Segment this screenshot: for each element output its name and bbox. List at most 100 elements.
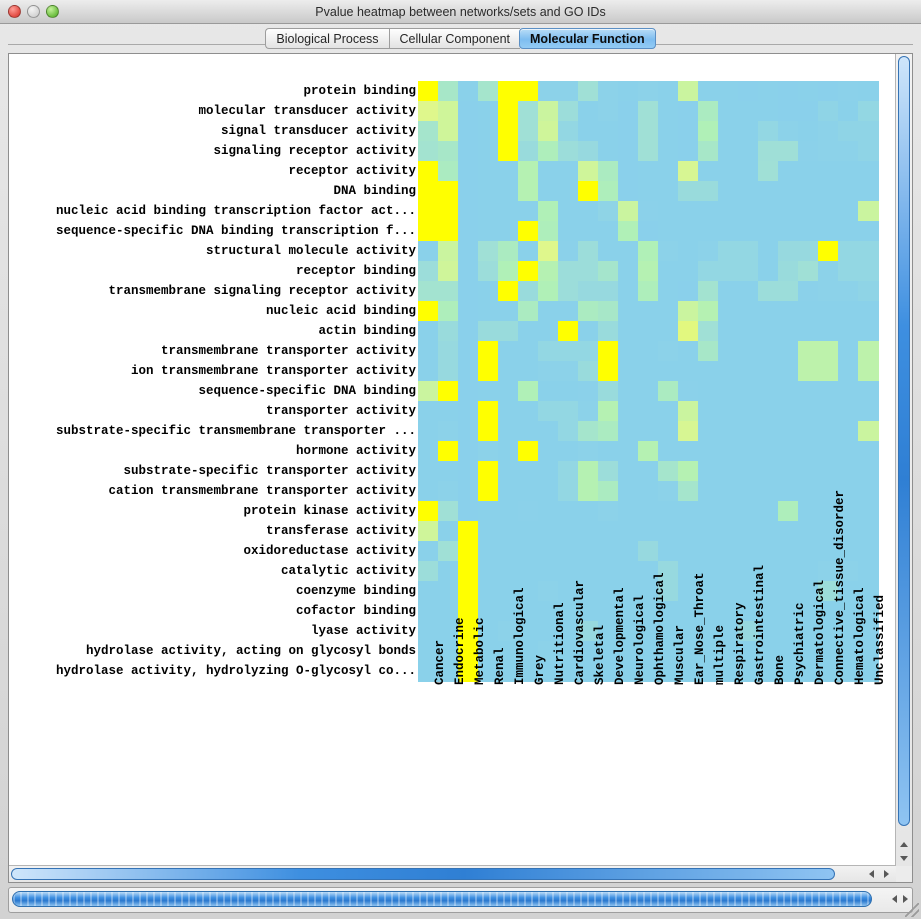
heatmap-cell[interactable] bbox=[678, 501, 699, 522]
heatmap-cell[interactable] bbox=[618, 381, 639, 402]
heatmap-cell[interactable] bbox=[558, 461, 579, 482]
heatmap-cell[interactable] bbox=[758, 301, 779, 322]
heatmap-cell[interactable] bbox=[858, 261, 879, 282]
heatmap-cell[interactable] bbox=[578, 281, 599, 302]
heatmap-cell[interactable] bbox=[418, 581, 439, 602]
heatmap-cell[interactable] bbox=[818, 501, 839, 522]
heatmap-cell[interactable] bbox=[418, 81, 439, 102]
heatmap-cell[interactable] bbox=[538, 141, 559, 162]
heatmap-cell[interactable] bbox=[498, 601, 519, 622]
heatmap-cell[interactable] bbox=[578, 181, 599, 202]
heatmap-cell[interactable] bbox=[438, 201, 459, 222]
heatmap-cell[interactable] bbox=[438, 421, 459, 442]
heatmap-cell[interactable] bbox=[578, 241, 599, 262]
heatmap-cell[interactable] bbox=[718, 541, 739, 562]
heatmap-cell[interactable] bbox=[538, 641, 559, 662]
heatmap-cell[interactable] bbox=[498, 661, 519, 682]
heatmap-cell[interactable] bbox=[598, 181, 619, 202]
heatmap-cell[interactable] bbox=[738, 581, 759, 602]
heatmap-cell[interactable] bbox=[658, 101, 679, 122]
heatmap-cell[interactable] bbox=[558, 281, 579, 302]
heatmap-cell[interactable] bbox=[738, 561, 759, 582]
heatmap-cell[interactable] bbox=[558, 521, 579, 542]
heatmap-cell[interactable] bbox=[858, 361, 879, 382]
heatmap-cell[interactable] bbox=[418, 481, 439, 502]
heatmap-cell[interactable] bbox=[718, 661, 739, 682]
heatmap-cell[interactable] bbox=[698, 81, 719, 102]
heatmap-cell[interactable] bbox=[538, 521, 559, 542]
heatmap-cell[interactable] bbox=[658, 481, 679, 502]
heatmap-cell[interactable] bbox=[498, 141, 519, 162]
heatmap-cell[interactable] bbox=[678, 561, 699, 582]
heatmap-cell[interactable] bbox=[598, 121, 619, 142]
heatmap-cell[interactable] bbox=[798, 341, 819, 362]
heatmap-cell[interactable] bbox=[738, 241, 759, 262]
heatmap-cell[interactable] bbox=[558, 581, 579, 602]
heatmap-cell[interactable] bbox=[698, 441, 719, 462]
heatmap-cell[interactable] bbox=[738, 161, 759, 182]
heatmap-cell[interactable] bbox=[758, 441, 779, 462]
heatmap-cell[interactable] bbox=[838, 261, 859, 282]
heatmap-cell[interactable] bbox=[738, 201, 759, 222]
heatmap-cell[interactable] bbox=[498, 261, 519, 282]
heatmap-cell[interactable] bbox=[498, 501, 519, 522]
heatmap-cell[interactable] bbox=[498, 561, 519, 582]
heatmap-cell[interactable] bbox=[558, 661, 579, 682]
heatmap-cell[interactable] bbox=[578, 161, 599, 182]
heatmap-cell[interactable] bbox=[678, 141, 699, 162]
heatmap-cell[interactable] bbox=[758, 581, 779, 602]
heatmap-cell[interactable] bbox=[558, 241, 579, 262]
heatmap-cell[interactable] bbox=[638, 521, 659, 542]
heatmap-cell[interactable] bbox=[858, 101, 879, 122]
heatmap-cell[interactable] bbox=[698, 421, 719, 442]
heatmap-cell[interactable] bbox=[698, 341, 719, 362]
heatmap-cell[interactable] bbox=[518, 381, 539, 402]
heatmap-cell[interactable] bbox=[418, 201, 439, 222]
heatmap-cell[interactable] bbox=[758, 341, 779, 362]
heatmap-cell[interactable] bbox=[758, 401, 779, 422]
heatmap-cell[interactable] bbox=[698, 361, 719, 382]
heatmap-cell[interactable] bbox=[458, 541, 479, 562]
heatmap-cell[interactable] bbox=[638, 141, 659, 162]
heatmap-cell[interactable] bbox=[498, 81, 519, 102]
heatmap-cell[interactable] bbox=[858, 561, 879, 582]
heatmap-cell[interactable] bbox=[538, 601, 559, 622]
heatmap-cell[interactable] bbox=[698, 281, 719, 302]
heatmap-cell[interactable] bbox=[418, 561, 439, 582]
heatmap-cell[interactable] bbox=[858, 481, 879, 502]
heatmap-cell[interactable] bbox=[818, 601, 839, 622]
heatmap-cell[interactable] bbox=[558, 541, 579, 562]
heatmap-cell[interactable] bbox=[438, 221, 459, 242]
heatmap-cell[interactable] bbox=[798, 361, 819, 382]
heatmap-cell[interactable] bbox=[738, 261, 759, 282]
heatmap-cell[interactable] bbox=[698, 161, 719, 182]
heatmap-cell[interactable] bbox=[538, 161, 559, 182]
heatmap-cell[interactable] bbox=[638, 661, 659, 682]
heatmap-cell[interactable] bbox=[858, 521, 879, 542]
heatmap-cell[interactable] bbox=[858, 461, 879, 482]
heatmap-cell[interactable] bbox=[638, 401, 659, 422]
heatmap-cell[interactable] bbox=[738, 621, 759, 642]
heatmap-cell[interactable] bbox=[838, 81, 859, 102]
heatmap-cell[interactable] bbox=[598, 461, 619, 482]
heatmap-cell[interactable] bbox=[638, 501, 659, 522]
heatmap-cell[interactable] bbox=[438, 101, 459, 122]
heatmap-cell[interactable] bbox=[618, 561, 639, 582]
heatmap-cell[interactable] bbox=[638, 301, 659, 322]
heatmap-cell[interactable] bbox=[778, 221, 799, 242]
heatmap-cell[interactable] bbox=[718, 381, 739, 402]
heatmap-cell[interactable] bbox=[838, 161, 859, 182]
heatmap-cell[interactable] bbox=[598, 601, 619, 622]
heatmap-cell[interactable] bbox=[838, 561, 859, 582]
heatmap-cell[interactable] bbox=[438, 181, 459, 202]
heatmap-cell[interactable] bbox=[838, 421, 859, 442]
heatmap-cell[interactable] bbox=[778, 121, 799, 142]
heatmap-cell[interactable] bbox=[658, 261, 679, 282]
horizontal-scrollbar[interactable] bbox=[9, 865, 896, 882]
heatmap-cell[interactable] bbox=[578, 121, 599, 142]
heatmap-cell[interactable] bbox=[598, 541, 619, 562]
heatmap-cell[interactable] bbox=[798, 401, 819, 422]
heatmap-cell[interactable] bbox=[438, 161, 459, 182]
heatmap-cell[interactable] bbox=[478, 641, 499, 662]
heatmap-cell[interactable] bbox=[518, 221, 539, 242]
